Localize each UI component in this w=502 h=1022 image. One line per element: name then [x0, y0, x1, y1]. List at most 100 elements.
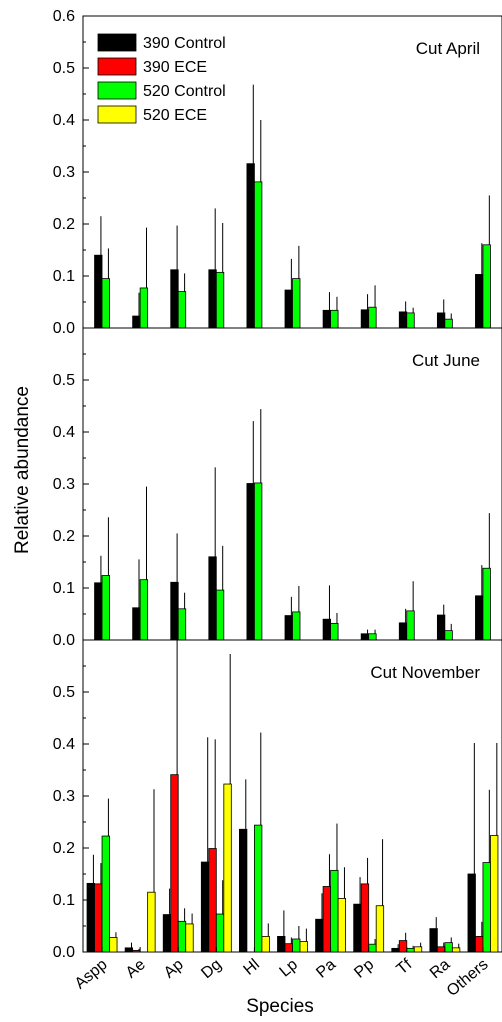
bar-lp-0: [284, 615, 293, 640]
bar-hl-0: [246, 483, 255, 640]
bar-pp-1: [368, 633, 377, 640]
bar-pa-0: [322, 309, 331, 328]
bar-pp-3: [375, 905, 385, 952]
bar-aspp-3: [109, 937, 118, 952]
legend-label-2: 520 Control: [143, 83, 226, 100]
bar-ae-1: [139, 287, 149, 328]
bar-aspp-2: [101, 835, 110, 952]
bar-pa-2: [330, 869, 339, 952]
bar-pp-0: [360, 309, 370, 328]
bar-lp-2: [292, 938, 301, 952]
x-tick-label-tf: Tf: [394, 956, 416, 979]
bars: [94, 84, 491, 328]
x-tick-label-lp: Lp: [277, 956, 302, 981]
y-tick-label: 0.5: [53, 60, 75, 77]
y-tick-label: 0.0: [53, 320, 75, 337]
bar-ae-0: [132, 607, 141, 640]
bar-hl-0: [246, 163, 255, 328]
bar-hl-1: [254, 482, 263, 640]
panel-title: Cut April: [416, 39, 480, 58]
panel-title: Cut November: [370, 663, 480, 682]
bar-tf-0: [398, 622, 408, 640]
bar-tf-3: [413, 946, 423, 952]
bar-ap-0: [170, 269, 179, 328]
bar-lp-1: [292, 611, 301, 640]
bar-ae-0: [124, 947, 134, 952]
bar-ra-1: [436, 946, 446, 952]
bar-tf-0: [398, 311, 408, 328]
x-axis-title: Species: [246, 996, 314, 1017]
bar-lp-3: [299, 941, 308, 952]
bar-aspp-0: [86, 882, 95, 952]
bar-ap-1: [177, 608, 187, 640]
x-tick-label-aspp: Aspp: [72, 956, 111, 993]
legend-swatch-2: [97, 81, 137, 100]
y-tick-label: 0.4: [53, 112, 75, 129]
bar-ra-1: [444, 318, 453, 328]
bar-ae-1: [139, 579, 149, 640]
legend-swatch-3: [97, 105, 137, 124]
x-tick-label-ae: Ae: [123, 956, 149, 982]
x-tick-label-ap: Ap: [161, 956, 187, 982]
bar-pa-3: [337, 898, 346, 952]
bar-ra-0: [429, 928, 438, 952]
bar-dg-1: [215, 271, 225, 328]
bar-others-2: [482, 862, 491, 952]
bar-others-3: [490, 835, 499, 952]
bar-pp-0: [353, 903, 362, 952]
bars: [94, 409, 491, 640]
bar-pp-0: [360, 633, 370, 640]
bar-aspp-1: [101, 278, 110, 328]
bar-hl-1: [254, 181, 263, 328]
bar-ae-1: [132, 950, 141, 952]
y-tick-label: 0.5: [53, 684, 75, 701]
bar-ap-0: [170, 581, 179, 640]
bar-dg-3: [223, 783, 232, 952]
bar-ap-0: [162, 914, 172, 952]
y-tick-label: 0.6: [53, 8, 75, 25]
x-tick-label-pp: Pp: [351, 956, 377, 982]
bar-lp-0: [277, 936, 286, 952]
x-tick-label-hl: Hl: [240, 956, 263, 979]
bar-pp-2: [368, 943, 377, 952]
bar-ra-0: [436, 312, 446, 328]
bar-aspp-1: [101, 575, 110, 640]
bar-dg-0: [208, 556, 217, 640]
bar-ra-3: [451, 947, 461, 952]
x-tick-label-ra: Ra: [427, 956, 454, 982]
bar-ap-2: [177, 920, 187, 952]
bar-ra-2: [444, 942, 453, 952]
y-tick-label: 0.1: [53, 892, 75, 909]
y-tick-label: 0.2: [53, 216, 75, 233]
y-tick-label: 0.2: [53, 840, 75, 857]
x-tick-label-pa: Pa: [313, 956, 339, 982]
y-tick-label: 0.1: [53, 580, 75, 597]
bar-ae-3: [147, 891, 156, 952]
bar-pp-1: [360, 883, 370, 952]
bar-hl-0: [239, 828, 248, 952]
y-tick-label: 0.2: [53, 528, 75, 545]
panel-title: Cut June: [412, 351, 480, 370]
bar-dg-0: [208, 269, 217, 328]
bar-others-1: [482, 567, 491, 640]
bar-aspp-1: [94, 883, 103, 952]
bar-tf-1: [398, 940, 408, 952]
y-tick-label: 0.1: [53, 268, 75, 285]
bar-lp-1: [284, 943, 293, 952]
bar-lp-1: [292, 278, 301, 328]
bar-tf-2: [406, 947, 415, 952]
panel-3: 0.0 0.1 0.2 0.3 0.4 0.5 Cut November: [53, 639, 502, 961]
bar-pa-1: [322, 886, 331, 952]
y-tick-label: 0.3: [53, 788, 75, 805]
legend-label-3: 520 ECE: [143, 107, 207, 124]
bar-tf-1: [406, 312, 415, 328]
bar-dg-1: [208, 848, 217, 952]
bar-others-0: [475, 595, 484, 640]
bar-ra-0: [436, 614, 446, 640]
x-tick-label-others: Others: [444, 956, 492, 1000]
legend-swatch-1: [97, 57, 137, 76]
x-tick-label-dg: Dg: [198, 956, 225, 982]
bar-ae-0: [132, 315, 141, 328]
